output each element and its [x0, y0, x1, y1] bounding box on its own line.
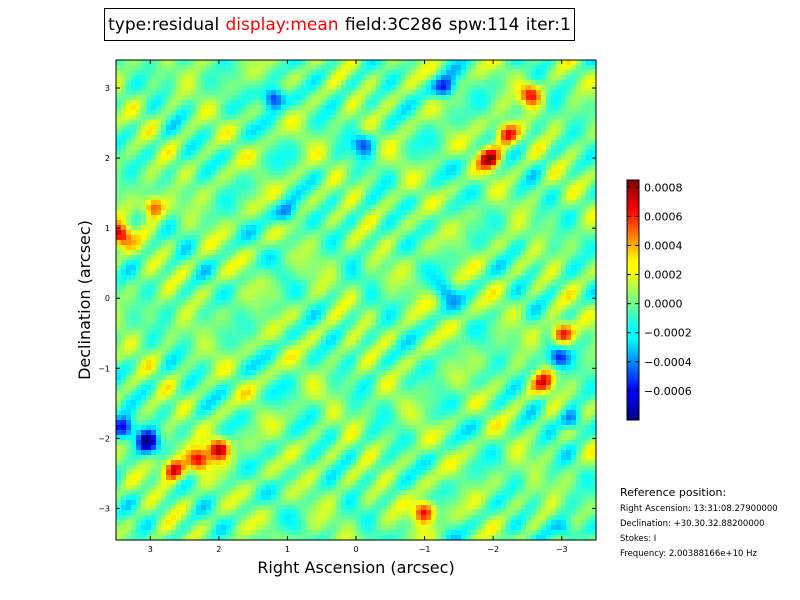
x-tick-label: −2 [487, 545, 499, 554]
colorbar-tick-label: 0.0000 [644, 298, 683, 311]
colorbar-tick-label: −0.0002 [644, 327, 692, 340]
colorbar-tick-label: 0.0008 [644, 181, 683, 194]
x-axis-label: Right Ascension (arcsec) [257, 558, 454, 577]
y-tick-label: 3 [105, 84, 110, 93]
y-axis-label: Declination (arcsec) [75, 220, 94, 380]
x-tick-label: −3 [556, 545, 568, 554]
reference-position-title: Reference position: [620, 486, 727, 499]
heatmap-image [116, 60, 597, 541]
y-tick-label: −1 [98, 364, 110, 373]
header-type: type:residual [108, 14, 220, 35]
header-display: display:mean [225, 14, 339, 35]
reference-stokes: Stokes: I [620, 534, 657, 544]
y-tick-label: 2 [105, 154, 110, 163]
x-tick-label: −1 [419, 545, 431, 554]
reference-ra: Right Ascension: 13:31:08.27900000 [620, 504, 778, 514]
y-tick-label: 1 [105, 224, 110, 233]
x-tick-label: 3 [148, 545, 153, 554]
reference-dec: Declination: +30.30.32.88200000 [620, 519, 765, 529]
header-field: field:3C286 [344, 14, 443, 35]
colorbar-ticks: 0.0008 0.0006 0.0004 0.0002 0.0000 −0.0002 −0.… [627, 181, 692, 398]
y-axis-ticks: 3 2 1 0 −1 −2 −3 [98, 84, 596, 513]
header-spw: spw:114 [448, 14, 520, 35]
y-tick-label: −2 [98, 434, 110, 443]
reference-frequency: Frequency: 2.00388166e+10 Hz [620, 549, 757, 559]
y-tick-label: −3 [98, 504, 110, 513]
colorbar-tick-label: 0.0002 [644, 269, 683, 282]
x-tick-label: 1 [285, 545, 290, 554]
x-tick-label: 2 [216, 545, 221, 554]
y-tick-label: 0 [105, 294, 110, 303]
colorbar-tick-label: 0.0006 [644, 210, 683, 223]
x-axis-ticks: 3 2 1 0 −1 −2 −3 [148, 60, 568, 554]
colorbar-tick-label: −0.0006 [644, 385, 692, 398]
header-iter: iter:1 [525, 14, 571, 35]
x-tick-label: 0 [353, 545, 358, 554]
plot-header-box: type:residual display:mean field:3C286 s… [104, 8, 575, 41]
colorbar [626, 179, 640, 421]
colorbar-tick-label: 0.0004 [644, 239, 683, 252]
colorbar-tick-label: −0.0004 [644, 356, 692, 369]
reference-position-panel: Reference position: Right Ascension: 13:… [620, 486, 778, 564]
